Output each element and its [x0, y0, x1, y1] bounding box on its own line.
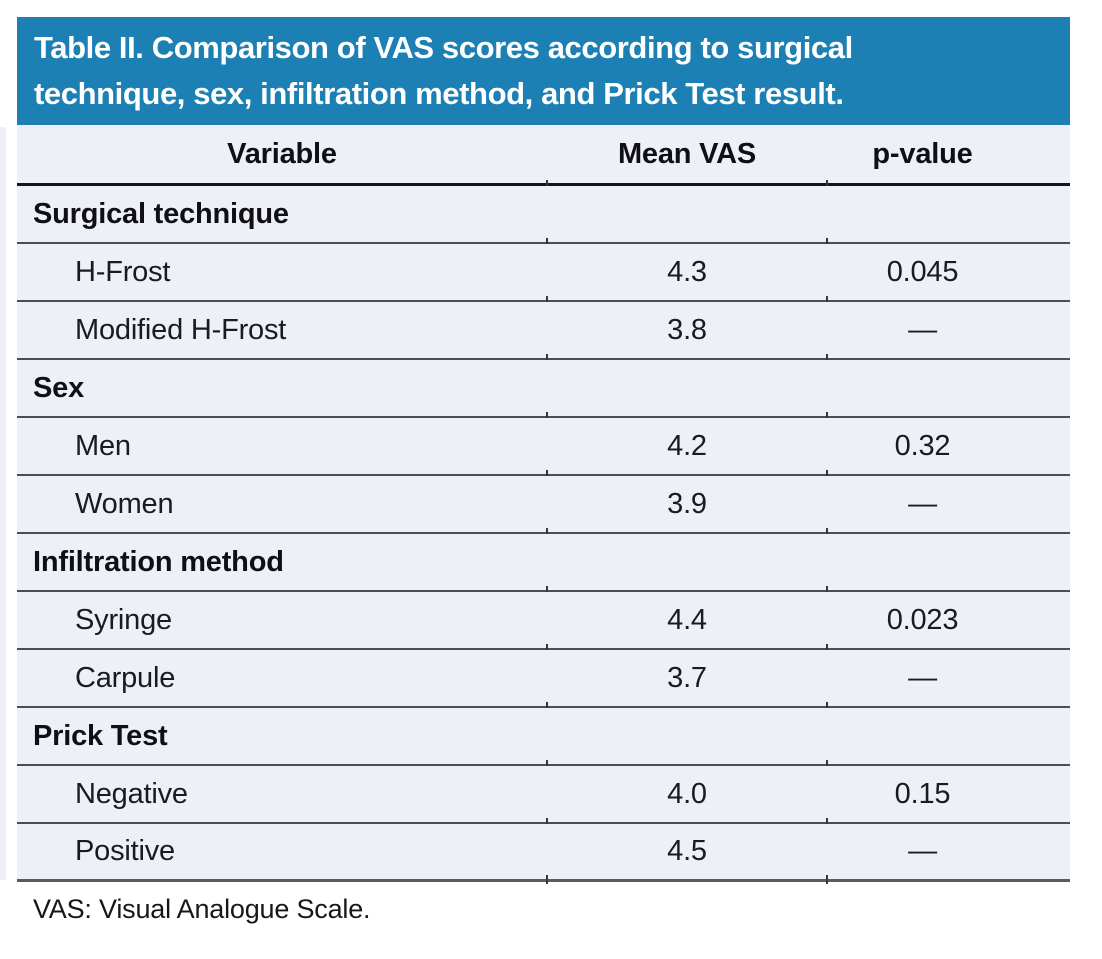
column-separator-tick: [546, 528, 548, 537]
table-row-carpule: Carpule 3.7 —: [17, 650, 1070, 711]
section-label: Prick Test: [33, 719, 168, 752]
column-separator-tick: [546, 760, 548, 769]
row-label: Positive: [75, 835, 175, 867]
table-row-negative: Negative 4.0 0.15: [17, 766, 1070, 827]
column-separator-tick: [826, 760, 828, 769]
column-separator-tick: [546, 875, 548, 884]
table-title-line1: Table II. Comparison of VAS scores accor…: [34, 30, 853, 65]
column-separator-tick: [826, 702, 828, 711]
column-separator-tick: [826, 875, 828, 884]
column-header-variable: Variable: [227, 137, 337, 170]
table-row-men: Men 4.2 0.32: [17, 418, 1070, 479]
column-separator-tick: [546, 470, 548, 479]
column-separator-tick: [546, 354, 548, 363]
column-separator-tick: [826, 354, 828, 363]
column-separator-tick: [826, 296, 828, 305]
column-separator-tick: [546, 702, 548, 711]
left-edge-artifact: [0, 127, 6, 880]
mean-vas-value: 3.9: [667, 487, 707, 520]
p-value: —: [908, 661, 937, 694]
column-separator-tick: [826, 470, 828, 479]
p-value: 0.32: [894, 429, 951, 462]
table-row-syringe: Syringe 4.4 0.023: [17, 592, 1070, 653]
table-title-line2: technique, sex, infiltration method, and…: [34, 76, 844, 111]
row-label: Women: [75, 487, 174, 520]
column-separator-tick: [546, 296, 548, 305]
column-header-row: Variable Mean VAS p-value: [17, 125, 1070, 189]
row-label: Carpule: [75, 661, 176, 694]
column-separator-tick: [546, 238, 548, 247]
mean-vas-value: 3.8: [667, 313, 707, 346]
column-separator-tick: [546, 180, 548, 189]
row-label: H-Frost: [75, 255, 171, 288]
section-row-infiltration-method: Infiltration method: [17, 534, 1070, 595]
mean-vas-value: 3.7: [667, 661, 707, 694]
p-value: —: [908, 487, 937, 520]
table-row-women: Women 3.9 —: [17, 476, 1070, 537]
row-label: Negative: [75, 777, 188, 810]
table-row-modified-h-frost: Modified H-Frost 3.8 —: [17, 302, 1070, 363]
column-separator-tick: [546, 818, 548, 827]
column-separator-tick: [826, 528, 828, 537]
mean-vas-value: 4.4: [667, 603, 707, 636]
column-separator-tick: [826, 586, 828, 595]
section-row-sex: Sex: [17, 360, 1070, 421]
mean-vas-value: 4.5: [667, 835, 707, 867]
table-title-bar: Table II. Comparison of VAS scores accor…: [17, 17, 1070, 125]
section-row-surgical-technique: Surgical technique: [17, 186, 1070, 247]
p-value: 0.045: [886, 255, 959, 288]
column-separator-tick: [826, 412, 828, 421]
column-separator-tick: [826, 818, 828, 827]
p-value: —: [908, 313, 937, 346]
column-separator-tick: [826, 180, 828, 189]
row-label: Modified H-Frost: [75, 313, 287, 346]
column-separator-tick: [546, 586, 548, 595]
section-label: Surgical technique: [33, 197, 289, 230]
column-separator-tick: [546, 412, 548, 421]
column-separator-tick: [826, 238, 828, 247]
section-label: Sex: [33, 371, 84, 404]
vas-comparison-table: Table II. Comparison of VAS scores accor…: [17, 17, 1070, 925]
column-separator-tick: [826, 644, 828, 653]
column-header-mean-vas: Mean VAS: [617, 137, 757, 170]
mean-vas-value: 4.2: [667, 429, 707, 462]
mean-vas-value: 4.3: [667, 255, 707, 288]
p-value: —: [908, 835, 937, 867]
row-label: Men: [75, 429, 131, 462]
mean-vas-value: 4.0: [667, 777, 707, 810]
table-row-positive: Positive 4.5 —: [17, 824, 1070, 884]
table-footnote: VAS: Visual Analogue Scale.: [33, 894, 371, 924]
section-row-prick-test: Prick Test: [17, 708, 1070, 769]
column-header-p-value: p-value: [872, 137, 973, 170]
table-row-h-frost: H-Frost 4.3 0.045: [17, 244, 1070, 305]
section-label: Infiltration method: [33, 545, 284, 578]
p-value: 0.023: [886, 603, 959, 636]
row-label: Syringe: [75, 603, 172, 636]
column-separator-tick: [546, 644, 548, 653]
p-value: 0.15: [894, 777, 951, 810]
